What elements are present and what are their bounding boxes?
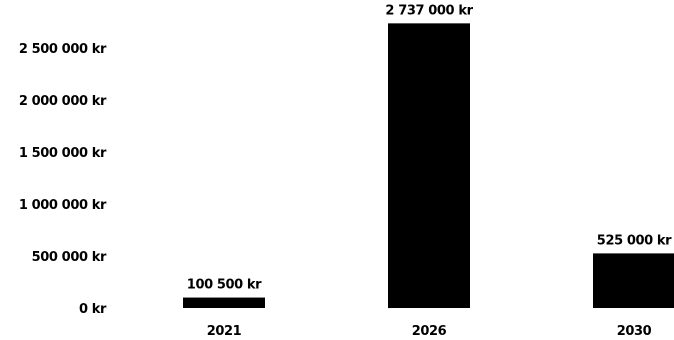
y-tick-label: 2 500 000 kr [19,42,107,57]
bar [388,23,470,309]
x-tick-label: 2021 [207,324,242,339]
bar-value-labels: 100 500 kr 2 737 000 kr 525 000 kr [187,3,673,293]
y-tick-label: 0 kr [79,302,107,317]
y-tick-label: 1 500 000 kr [19,146,107,161]
bars [183,23,674,309]
x-tick-label: 2030 [617,324,652,339]
bar-value-label: 100 500 kr [187,278,262,293]
x-tick-label: 2026 [412,324,447,339]
bar [183,297,265,308]
bar-value-label: 525 000 kr [597,233,672,248]
y-tick-label: 1 000 000 kr [19,198,107,213]
x-axis: 2021 2026 2030 [207,324,652,339]
y-tick-label: 2 000 000 kr [19,94,107,109]
y-tick-label: 500 000 kr [32,250,107,265]
bar [593,253,674,308]
y-axis: 0 kr 500 000 kr 1 000 000 kr 1 500 000 kr 2 … [19,42,390,317]
bar-value-label: 2 737 000 kr [385,3,473,18]
